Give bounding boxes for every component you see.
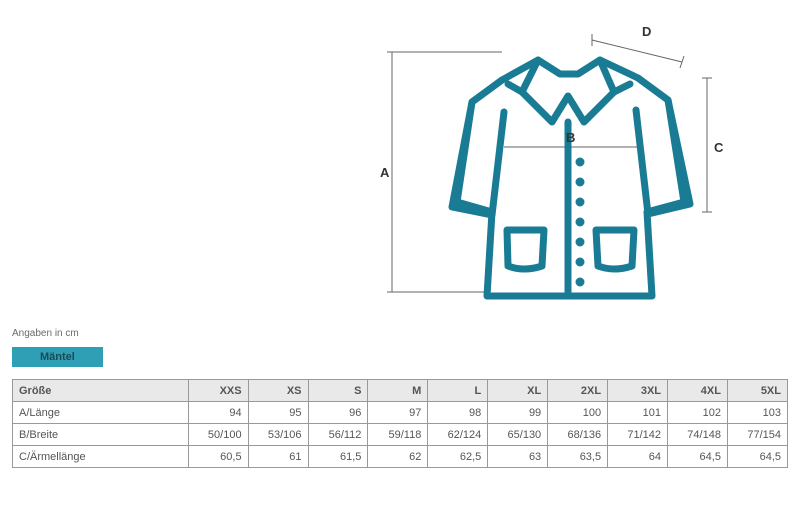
cell: 59/118 <box>368 424 428 446</box>
cell: 62,5 <box>428 446 488 468</box>
table-row: C/Ärmellänge60,56161,56262,56363,56464,5… <box>13 446 788 468</box>
cell: 64 <box>608 446 668 468</box>
cell: 56/112 <box>308 424 368 446</box>
dim-label-d: D <box>642 24 651 39</box>
cell: 63 <box>488 446 548 468</box>
cell: 101 <box>608 402 668 424</box>
row-label: A/Länge <box>13 402 189 424</box>
row-label: B/Breite <box>13 424 189 446</box>
cell: 68/136 <box>548 424 608 446</box>
size-col: XXS <box>188 380 248 402</box>
cell: 97 <box>368 402 428 424</box>
cell: 64,5 <box>727 446 787 468</box>
cell: 74/148 <box>668 424 728 446</box>
cell: 94 <box>188 402 248 424</box>
cell: 61,5 <box>308 446 368 468</box>
header-label: Größe <box>13 380 189 402</box>
cell: 71/142 <box>608 424 668 446</box>
size-col: 2XL <box>548 380 608 402</box>
coat-diagram: A B C D <box>12 12 788 322</box>
cell: 102 <box>668 402 728 424</box>
size-col: M <box>368 380 428 402</box>
size-col: 5XL <box>727 380 787 402</box>
size-col: XS <box>248 380 308 402</box>
size-table: Größe XXS XS S M L XL 2XL 3XL 4XL 5XL A/… <box>12 379 788 468</box>
cell: 103 <box>727 402 787 424</box>
cell: 62/124 <box>428 424 488 446</box>
cell: 50/100 <box>188 424 248 446</box>
size-col: 4XL <box>668 380 728 402</box>
dim-label-b: B <box>566 130 575 145</box>
size-col: L <box>428 380 488 402</box>
size-col: S <box>308 380 368 402</box>
units-note: Angaben in cm <box>12 328 788 339</box>
cell: 65/130 <box>488 424 548 446</box>
cell: 77/154 <box>727 424 787 446</box>
cell: 96 <box>308 402 368 424</box>
cell: 62 <box>368 446 428 468</box>
cell: 64,5 <box>668 446 728 468</box>
cell: 99 <box>488 402 548 424</box>
dim-label-a: A <box>380 165 390 180</box>
table-header-row: Größe XXS XS S M L XL 2XL 3XL 4XL 5XL <box>13 380 788 402</box>
table-row: B/Breite50/10053/10656/11259/11862/12465… <box>13 424 788 446</box>
cell: 63,5 <box>548 446 608 468</box>
cell: 60,5 <box>188 446 248 468</box>
cell: 100 <box>548 402 608 424</box>
row-label: C/Ärmellänge <box>13 446 189 468</box>
cell: 61 <box>248 446 308 468</box>
cell: 98 <box>428 402 488 424</box>
table-row: A/Länge949596979899100101102103 <box>13 402 788 424</box>
size-col: XL <box>488 380 548 402</box>
cell: 53/106 <box>248 424 308 446</box>
category-tab: Mäntel <box>12 347 103 367</box>
cell: 95 <box>248 402 308 424</box>
size-col: 3XL <box>608 380 668 402</box>
dim-label-c: C <box>714 140 724 155</box>
